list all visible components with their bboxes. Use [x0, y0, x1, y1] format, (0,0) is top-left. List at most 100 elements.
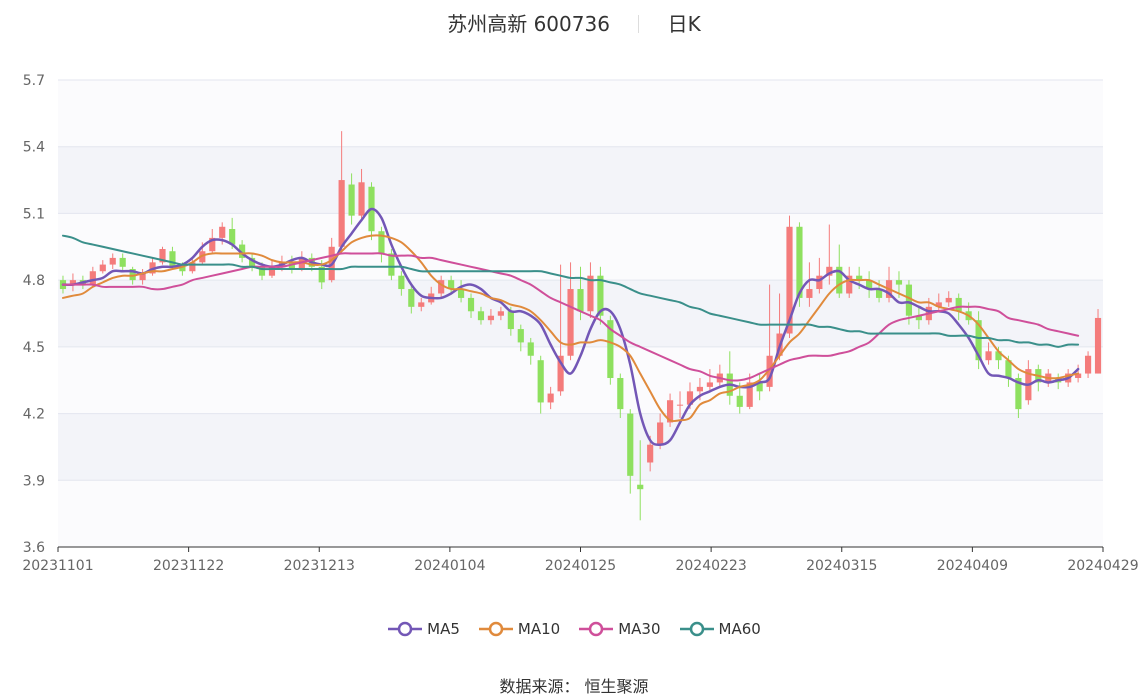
candle-body [497, 311, 504, 316]
candle-body [826, 266, 833, 276]
candle-body [288, 262, 295, 270]
candle-body [169, 251, 176, 267]
candle-body [507, 311, 514, 330]
y-tick-label: 4.5 [23, 340, 45, 356]
candle-body [935, 302, 942, 307]
chart-title: 苏州高新 600736 日K [0, 8, 1148, 37]
x-tick-label: 20231213 [284, 558, 355, 574]
legend-item-ma30[interactable]: MA30 [578, 620, 661, 638]
candle-body [159, 249, 166, 263]
candle-body [248, 257, 256, 267]
candle-body [139, 273, 146, 281]
y-tick-label: 3.6 [23, 540, 45, 556]
ma30-legend-icon [579, 621, 614, 637]
candle-body [477, 311, 485, 321]
candle-body [537, 360, 544, 403]
y-axis: 3.6 3.9 4.2 4.5 4.8 5.1 5.4 5.7 [23, 73, 45, 556]
candle-body [975, 320, 982, 361]
candle-body [398, 275, 405, 290]
legend-item-ma60[interactable]: MA60 [679, 620, 761, 638]
candle-body [577, 289, 584, 312]
candle-body [597, 275, 604, 316]
legend-label-ma60: MA60 [718, 620, 761, 638]
candle-body [258, 266, 266, 276]
series-line-ma5 [61, 207, 1080, 446]
x-tick-label: 20231122 [153, 558, 224, 574]
x-tick-label: 20231101 [22, 558, 93, 574]
data-source: 数据来源： 恒生聚源 [0, 673, 1148, 697]
candle-body [1015, 377, 1022, 410]
candle-body [547, 393, 554, 403]
candle-body [666, 400, 674, 423]
x-tick-label: 20240429 [1067, 558, 1138, 574]
series-line-ma10 [61, 234, 1080, 423]
legend-label-ma5: MA5 [427, 620, 460, 638]
candle-body [875, 289, 883, 298]
y-tick-label: 5.4 [23, 140, 45, 156]
legend-item-ma10[interactable]: MA10 [478, 620, 560, 638]
legend-item-ma5[interactable]: MA5 [387, 620, 460, 638]
candle-body [607, 320, 614, 378]
candle-body [239, 244, 246, 258]
candle-body [627, 413, 634, 476]
x-tick-label: 20240409 [937, 558, 1008, 574]
series-line-ma60 [61, 234, 1080, 348]
candle-body [199, 251, 206, 263]
candle-body [457, 289, 465, 298]
candle-body [438, 280, 445, 294]
grid-band [58, 480, 1103, 547]
candle-body [696, 386, 704, 392]
candle-body [647, 444, 654, 463]
candle-body [467, 297, 475, 312]
candle-body [816, 275, 823, 290]
candle-body [706, 382, 713, 387]
y-tick-label: 5.7 [23, 73, 45, 89]
candle-body [806, 289, 813, 298]
source-label: 数据来源： [499, 677, 580, 696]
candle-body [836, 266, 843, 294]
candle-body [905, 284, 913, 316]
candle-body [796, 226, 803, 298]
legend: MA5 MA10 MA30 MA60 [0, 620, 1148, 638]
candle-body [189, 262, 196, 272]
candle-body [418, 302, 425, 307]
candle-body [856, 275, 863, 281]
candlestick-chart: 3.6 3.9 4.2 4.5 4.8 5.1 5.4 5.7 20231101 2023112… [22, 73, 1139, 574]
candle-body [109, 257, 116, 265]
x-tick-label: 20240104 [414, 558, 485, 574]
candle-body [557, 355, 564, 392]
candle-body [119, 257, 126, 267]
candle-body [866, 280, 873, 290]
candle-body [955, 297, 962, 312]
x-tick-label: 20240223 [675, 558, 746, 574]
moving-average-lines [61, 207, 1080, 446]
candle-body [448, 280, 455, 290]
y-tick-label: 3.9 [23, 473, 45, 489]
candle-body [268, 266, 276, 276]
candle-body [1084, 355, 1092, 374]
candle-body [915, 315, 922, 321]
candle-body [348, 184, 355, 216]
x-axis: 20231101 20231122 20231213 20240104 20240125… [22, 546, 1139, 574]
ma5-legend-icon [388, 621, 423, 637]
candle-body [89, 271, 96, 285]
chart-title-text: 苏州高新 600736 [447, 12, 610, 36]
candle-body [229, 228, 236, 245]
ma60-legend-icon [679, 621, 714, 637]
candle-body [99, 264, 106, 272]
candle-body [298, 257, 305, 270]
candle-body [219, 226, 226, 238]
candle-body [766, 355, 773, 387]
candle-body [318, 266, 325, 283]
candle-body [487, 315, 495, 321]
candle-body [746, 382, 753, 407]
candle-body [895, 280, 903, 285]
candle-body [985, 351, 992, 361]
candle-body [408, 289, 415, 307]
candle-body [1094, 317, 1102, 374]
candle-body [657, 422, 664, 445]
candle-body [846, 275, 853, 294]
series-line-ma30 [61, 252, 1080, 382]
candle-body [676, 404, 684, 406]
candle-body [388, 253, 395, 276]
